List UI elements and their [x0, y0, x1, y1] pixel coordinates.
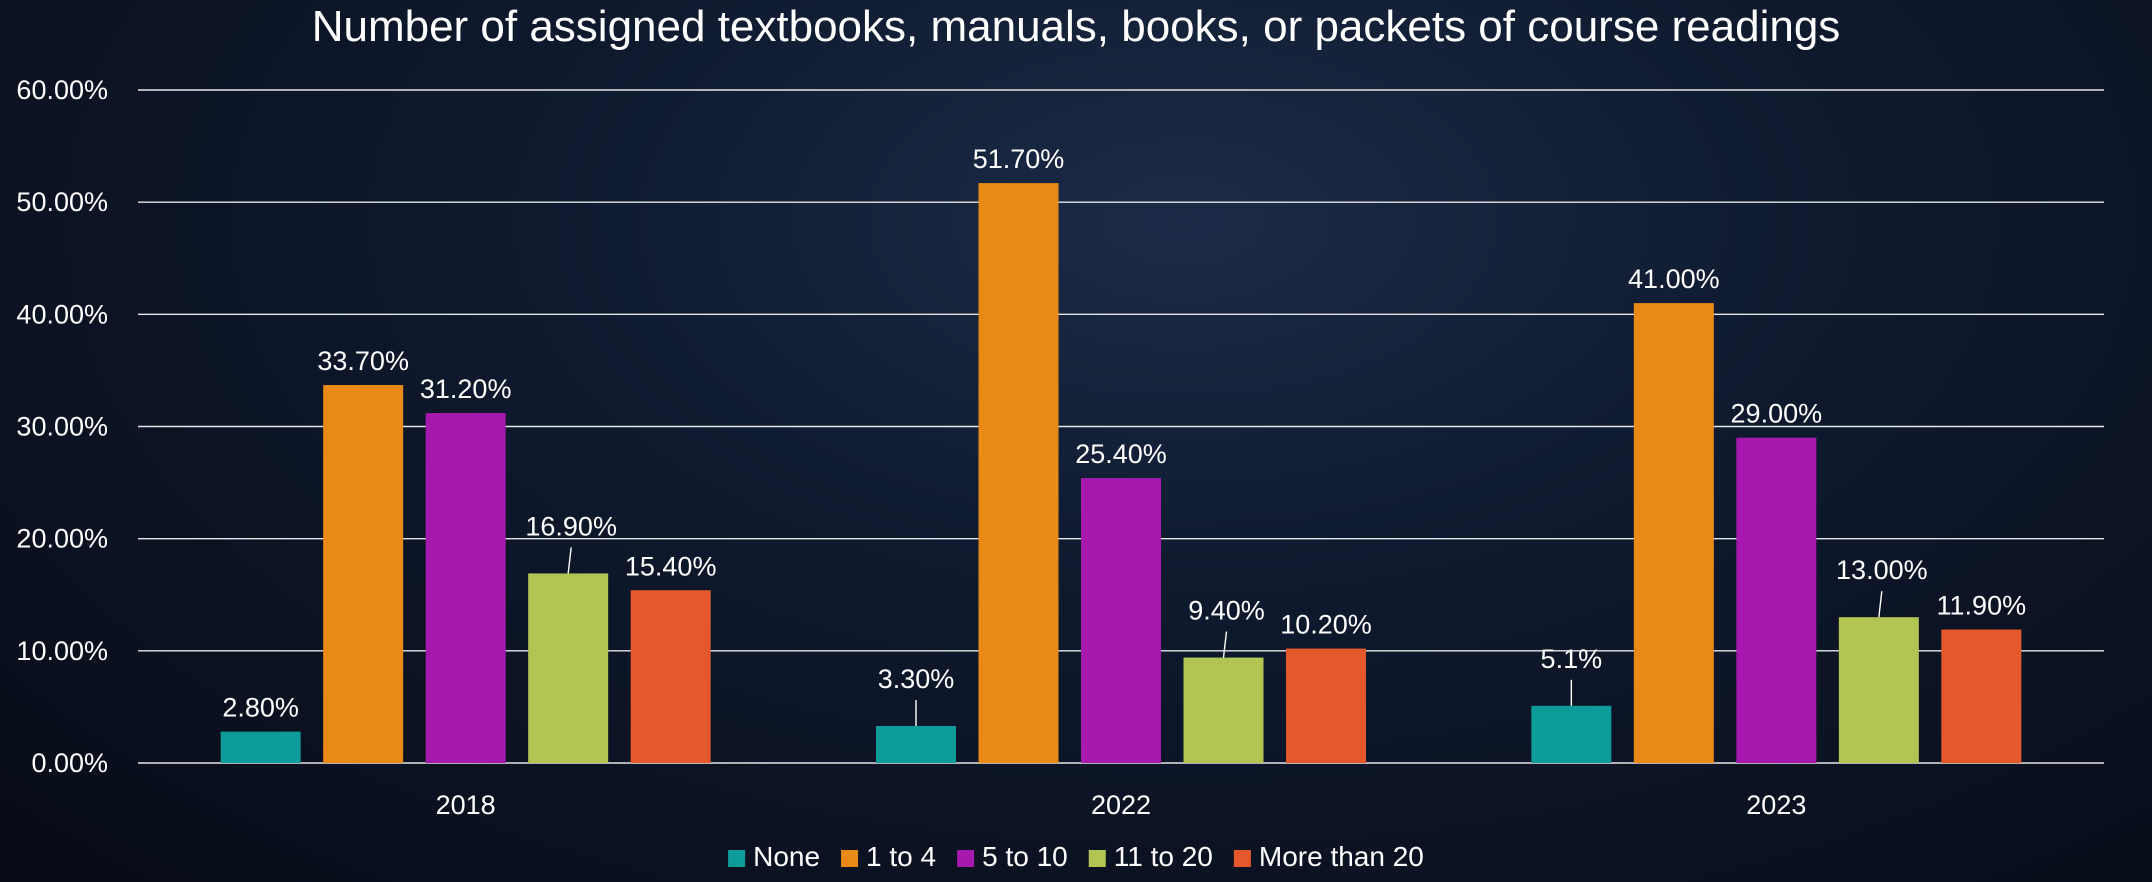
data-label-more-than-20-2018: 15.40%: [625, 551, 717, 581]
legend-item-5-to-10: 5 to 10: [957, 841, 1068, 872]
x-tick-label-2023: 2023: [1746, 790, 1806, 820]
bar-none-2023: [1531, 705, 1612, 763]
legend-swatch: [957, 850, 975, 867]
data-label-5-to-10-2018: 31.20%: [420, 374, 512, 404]
y-axis-tick-labels: 0.00% 10.00% 20.00% 30.00% 40.00% 50.00% 60.00…: [16, 75, 108, 778]
x-tick-label-2018: 2018: [436, 790, 496, 820]
bar-none-2022: [876, 725, 956, 763]
y-tick-label: 0.00%: [31, 748, 108, 778]
bar-11-to-20-2022: [1183, 657, 1264, 763]
y-tick-label: 50.00%: [16, 187, 108, 217]
y-tick-label: 20.00%: [16, 524, 108, 554]
legend-swatch: [728, 850, 746, 867]
bar-1-to-4-2018: [323, 384, 404, 763]
leader-line: [1222, 631, 1228, 658]
legend: None 1 to 4 5 to 10 11 to 20 More than 20: [728, 841, 1424, 872]
y-tick-label: 40.00%: [16, 299, 108, 329]
bar-more-than-20-2018: [630, 590, 711, 763]
data-label-11-to-20-2023: 13.00%: [1836, 555, 1928, 585]
data-label-11-to-20-2018: 16.90%: [525, 511, 617, 541]
legend-label: 5 to 10: [982, 841, 1068, 872]
legend-swatch: [1233, 850, 1251, 867]
data-label-none-2018: 2.80%: [222, 693, 299, 723]
x-tick-label-2022: 2022: [1091, 790, 1151, 820]
y-tick-label: 10.00%: [16, 636, 108, 666]
bar-more-than-20-2022: [1286, 648, 1366, 763]
bars: [220, 183, 2022, 763]
data-label-more-than-20-2023: 11.90%: [1937, 591, 2027, 621]
leader-line: [567, 547, 572, 574]
bar-1-to-4-2022: [978, 183, 1059, 763]
legend-item-more-than-20: More than 20: [1233, 841, 1424, 872]
bar-5-to-10-2023: [1736, 437, 1817, 763]
x-axis-tick-labels: 2018 2022 2023: [436, 790, 1807, 820]
data-labels: 2.80% 33.70% 31.20% 16.90% 15.40% 3.30% 51.70%…: [222, 144, 2026, 722]
legend-label: 11 to 20: [1114, 841, 1213, 872]
legend-item-11-to-20: 11 to 20: [1088, 841, 1213, 872]
bar-more-than-20-2023: [1941, 629, 2022, 763]
bar-5-to-10-2022: [1081, 478, 1161, 763]
data-label-1-to-4-2023: 41.00%: [1628, 264, 1720, 294]
bar-5-to-10-2018: [425, 413, 506, 763]
legend-swatch: [841, 850, 859, 867]
legend-item-1-to-4: 1 to 4: [841, 841, 936, 872]
legend-label: 1 to 4: [866, 841, 936, 872]
data-label-none-2023: 5.1%: [1541, 644, 1603, 674]
data-label-more-than-20-2022: 10.20%: [1280, 610, 1372, 640]
y-tick-label: 60.00%: [16, 75, 108, 105]
bar-11-to-20-2023: [1838, 617, 1919, 763]
legend-swatch: [1088, 850, 1106, 867]
legend-label: None: [753, 841, 820, 872]
bar-1-to-4-2023: [1633, 303, 1714, 763]
y-tick-label: 30.00%: [16, 412, 108, 442]
data-label-1-to-4-2022: 51.70%: [973, 144, 1065, 174]
data-label-11-to-20-2022: 9.40%: [1188, 596, 1265, 626]
chart-title: Number of assigned textbooks, manuals, b…: [311, 2, 1841, 51]
legend-label: More than 20: [1259, 841, 1424, 872]
legend-item-none: None: [728, 841, 820, 872]
data-label-5-to-10-2023: 29.00%: [1731, 399, 1823, 429]
data-label-1-to-4-2018: 33.70%: [317, 346, 409, 376]
data-label-leader-lines: [567, 547, 1883, 726]
leader-line: [1878, 591, 1883, 618]
data-label-5-to-10-2022: 25.40%: [1075, 439, 1167, 469]
bar-none-2018: [220, 731, 301, 763]
bar-11-to-20-2018: [528, 573, 609, 763]
data-label-none-2022: 3.30%: [878, 664, 955, 694]
